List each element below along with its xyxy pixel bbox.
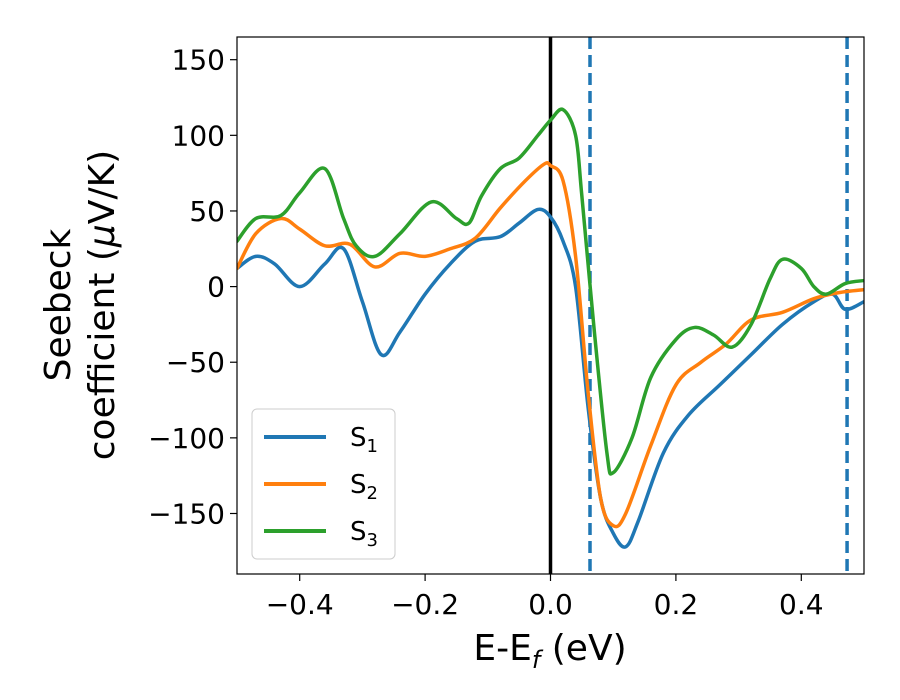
y-axis-label-line2: coefficient (μV/K) [82,150,123,460]
y-tick-label: 150 [172,44,225,77]
y-tick-label: 0 [207,271,225,304]
legend: S1 S2 S3 [251,408,396,560]
y-tick-label: −150 [148,497,225,530]
x-tick-label: 0.4 [779,588,824,621]
y-tick-label: 50 [189,195,225,228]
series-line-s3 [237,107,864,476]
x-tick-label: 0.2 [654,588,699,621]
y-axis-label-line1: Seebeck [38,228,79,381]
y-tick-label: 100 [172,119,225,152]
legend-label-s3: S3 [350,517,378,551]
x-axis: −0.4 −0.2 0.0 0.2 0.4 [266,574,824,621]
x-axis-label-unit: (eV) [540,628,626,669]
legend-label-s2: S2 [350,470,378,504]
series-group [237,107,864,549]
series-line-s1 [237,207,864,549]
y-axis-label-mu: μ [82,224,123,248]
y-tick-label: −50 [166,346,225,379]
y-axis: −150 −100 −50 0 50 100 150 [148,44,237,530]
x-tick-label: −0.4 [266,588,334,621]
reference-lines [548,37,849,574]
legend-label-s1: S1 [350,423,378,457]
x-axis-label: E-Ef (eV) [473,628,626,674]
y-tick-label: −100 [148,422,225,455]
x-tick-label: −0.2 [391,588,459,621]
x-tick-label: 0.0 [528,588,573,621]
